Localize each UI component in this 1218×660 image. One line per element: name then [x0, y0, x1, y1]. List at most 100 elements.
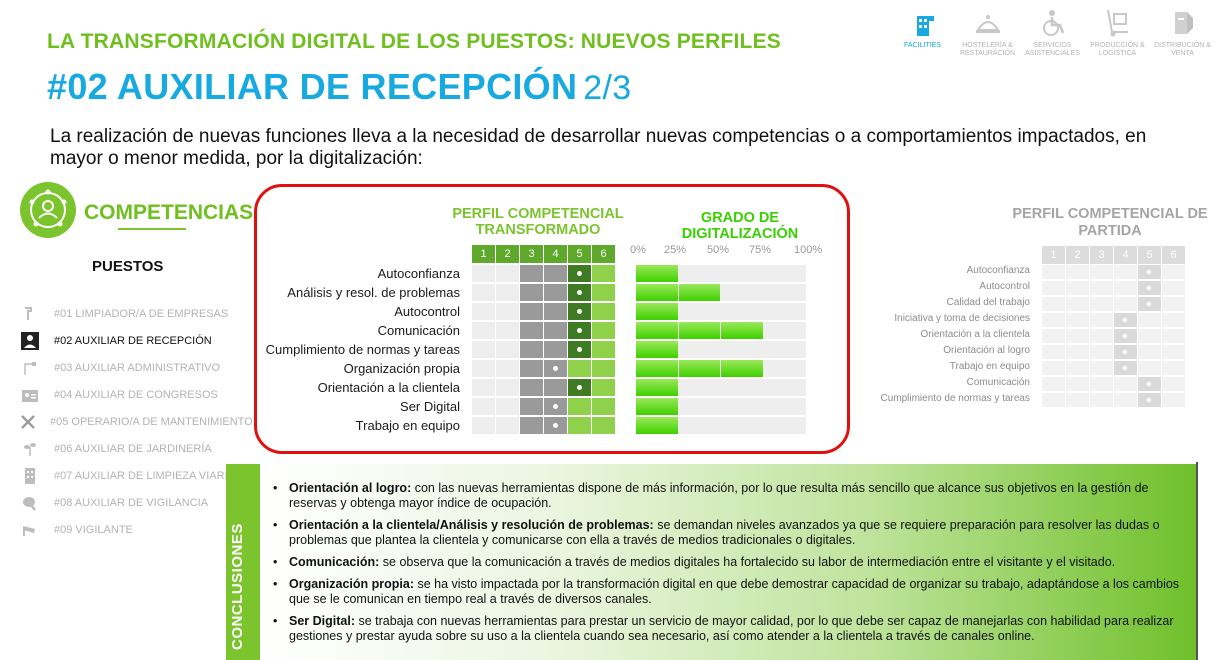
puesto-item[interactable]: #04 AUXILIAR DE CONGRESOS — [20, 381, 250, 408]
digitalizacion-bar — [636, 303, 806, 320]
level-cell — [568, 398, 591, 415]
level-cells — [1042, 265, 1186, 279]
level-cell — [1138, 393, 1161, 407]
conclusion-heading: Ser Digital: — [289, 614, 355, 628]
level-cell — [1138, 329, 1161, 343]
level-cell — [496, 322, 519, 339]
competencia-label: Orientación a la clientela — [920, 329, 1030, 340]
competencia-label: Ser Digital — [400, 399, 460, 414]
plant-icon — [20, 439, 40, 459]
level-cells — [472, 284, 616, 301]
perfil-partida-title: PERFIL COMPETENCIAL DE PARTIDA — [1012, 206, 1208, 239]
level-cell — [1090, 361, 1113, 375]
puesto-item[interactable]: #06 AUXILIAR DE JARDINERÍA — [20, 435, 250, 462]
puesto-item[interactable]: #07 AUXILIAR DE LIMPIEZA VIARIA — [20, 462, 250, 489]
nav-item-produccion[interactable]: PRODUCCIÓN & LOGÍSTICA — [1085, 8, 1150, 68]
digitalizacion-segment — [679, 398, 721, 415]
level-label: 1 — [1042, 246, 1065, 264]
puesto-label: #06 AUXILIAR DE JARDINERÍA — [54, 442, 212, 455]
digitalizacion-segment — [636, 265, 678, 282]
level-cell — [1066, 297, 1089, 311]
competencia-label: Organización propia — [343, 361, 460, 376]
competencias-logo — [20, 182, 76, 238]
required-level-dot — [1147, 382, 1151, 386]
competencia-row: Trabajo en equipo — [256, 416, 816, 435]
axis-tick-label: 75% — [749, 244, 772, 256]
nav-label: HOSTELERÍA & RESTAURACIÓN — [959, 42, 1016, 57]
competencia-row: Ser Digital — [256, 397, 816, 416]
required-level-dot — [577, 328, 582, 333]
nav-item-servicios[interactable]: SERVICIOS ASISTENCIALES — [1020, 8, 1085, 68]
competencia-label: Iniciativa y toma de decisiones — [894, 313, 1030, 324]
level-cell — [1066, 393, 1089, 407]
level-cell — [592, 284, 615, 301]
digitalizacion-segment — [678, 360, 720, 377]
level-cells — [1042, 345, 1186, 359]
nav-item-distribucion[interactable]: DISTRIBUCIÓN & VENTA — [1150, 8, 1215, 68]
puesto-item[interactable]: #01 LIMPIADOR/A DE EMPRESAS — [20, 300, 250, 327]
digitalizacion-segment — [636, 379, 678, 396]
level-cells — [472, 398, 616, 415]
level-cell — [1042, 393, 1065, 407]
competencia-row: Orientación a la clientela — [256, 378, 816, 397]
level-cell — [1090, 297, 1113, 311]
digitalizacion-bar — [636, 360, 806, 377]
level-cells — [472, 322, 616, 339]
digitalizacion-segment — [764, 341, 806, 358]
puesto-item[interactable]: #09 VIGILANTE — [20, 516, 250, 543]
level-cell — [1066, 281, 1089, 295]
nav-item-hosteleria[interactable]: HOSTELERÍA & RESTAURACIÓN — [955, 8, 1020, 68]
puesto-label: #09 VIGILANTE — [54, 523, 133, 536]
level-cell — [1042, 329, 1065, 343]
desk-lamp-icon — [20, 358, 40, 378]
level-cell — [472, 284, 495, 301]
conclusiones-label: CONCLUSIONES — [229, 523, 246, 650]
level-cell — [1114, 361, 1137, 375]
nav-item-facilities[interactable]: FACILITIES — [890, 8, 955, 68]
level-label: 4 — [544, 245, 567, 263]
digitalizacion-segment — [636, 417, 678, 434]
puesto-item[interactable]: #03 AUXILIAR ADMINISTRATIVO — [20, 354, 250, 381]
digitalizacion-segment — [764, 303, 806, 320]
level-cell — [592, 341, 615, 358]
puesto-item[interactable]: #05 OPERARIO/A DE MANTENIMIENTO — [20, 408, 253, 435]
puesto-item[interactable]: #08 AUXILIAR DE VIGILANCIA — [20, 489, 250, 516]
axis-tick-label: 0% — [630, 244, 646, 256]
conclusion-text: con las nuevas herramientas dispone de m… — [289, 481, 1149, 510]
receptionist-icon — [20, 331, 40, 351]
level-cell — [1042, 313, 1065, 327]
level-label: 6 — [592, 245, 615, 263]
conclusion-item: • Ser Digital: se trabaja con nuevas herr… — [270, 614, 1190, 644]
level-cell — [592, 322, 615, 339]
level-cell — [1042, 297, 1065, 311]
level-cell — [568, 417, 591, 434]
digitalizacion-bar — [636, 379, 806, 396]
level-cell — [592, 398, 615, 415]
required-level-dot — [577, 290, 582, 295]
puesto-item[interactable]: #02 AUXILIAR DE RECEPCIÓN — [20, 327, 250, 354]
required-level-dot — [553, 423, 558, 428]
level-cell — [472, 360, 495, 377]
level-cell — [520, 398, 543, 415]
digitalizacion-segment — [678, 284, 720, 301]
level-cell — [496, 360, 519, 377]
level-cell — [1090, 265, 1113, 279]
level-cell — [1042, 345, 1065, 359]
competencia-row: Análisis y resol. de problemas — [256, 283, 816, 302]
level-label: 2 — [496, 245, 519, 263]
level-cell — [1114, 281, 1137, 295]
competencia-label: Trabajo en equipo — [355, 418, 460, 433]
digitalizacion-segment — [636, 303, 678, 320]
competencia-label: Comunicación — [966, 377, 1030, 388]
level-cell — [568, 265, 591, 282]
partida-row: Calidad del trabajo — [866, 296, 1206, 312]
digitalizacion-segment — [636, 398, 678, 415]
level-cell — [1090, 393, 1113, 407]
digitalizacion-segment — [721, 379, 763, 396]
digitalizacion-segment — [636, 360, 678, 377]
digitalizacion-segment — [636, 322, 678, 339]
intro-text: La realización de nuevas funciones lleva… — [50, 126, 1147, 169]
digitalizacion-segment — [678, 322, 720, 339]
digitalizacion-segment — [764, 322, 806, 339]
partida-row: Cumplimiento de normas y tareas — [866, 392, 1206, 408]
